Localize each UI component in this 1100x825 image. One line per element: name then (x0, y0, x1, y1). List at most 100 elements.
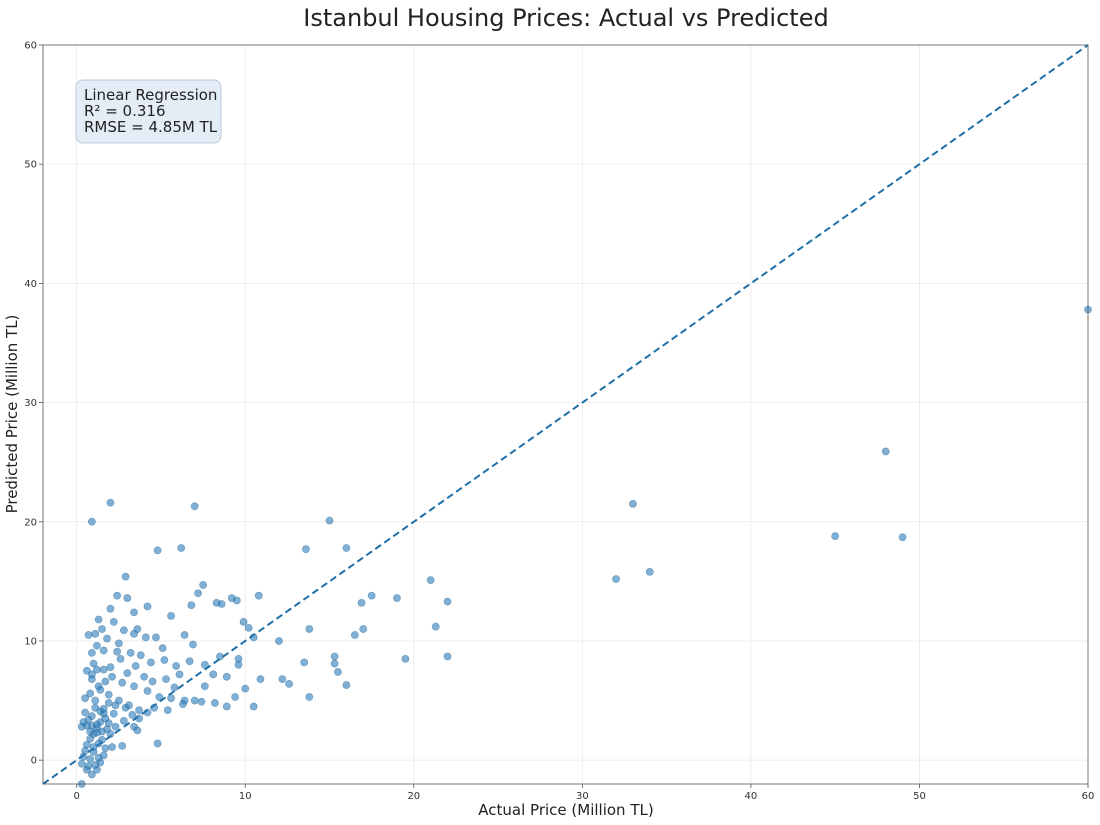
data-point-106 (133, 726, 142, 735)
data-point-90 (334, 668, 342, 676)
y-tick-label-0: 0 (31, 756, 37, 767)
data-point-93 (401, 654, 410, 663)
data-point-40 (94, 615, 103, 624)
data-point-23 (239, 617, 248, 626)
data-point-21 (275, 637, 283, 645)
x-tick-label-4: 40 (745, 791, 758, 802)
x-tick-label-0: 0 (74, 791, 80, 802)
data-point-160 (116, 654, 125, 663)
data-point-80 (211, 699, 219, 707)
data-point-7 (342, 544, 351, 552)
data-point-2 (153, 546, 162, 555)
data-point-28 (194, 589, 202, 598)
y-tick-label-2: 20 (24, 517, 37, 528)
data-point-81 (222, 702, 231, 711)
data-point-109 (111, 701, 120, 710)
data-point-110 (104, 699, 113, 707)
data-point-107 (128, 710, 137, 719)
data-point-172 (99, 646, 108, 655)
data-point-66 (108, 672, 117, 681)
data-point-55 (234, 660, 243, 669)
data-point-142 (86, 727, 95, 736)
data-point-108 (121, 703, 130, 712)
y-axis-ticks: 0 10 20 30 40 50 60 (24, 41, 43, 767)
y-tick-label-5: 50 (24, 160, 37, 171)
data-point-67 (99, 665, 108, 674)
data-point-125 (101, 744, 110, 753)
data-point-118 (79, 752, 88, 761)
y-tick-label-4: 40 (24, 279, 37, 290)
data-point-42 (91, 629, 100, 638)
data-point-65 (118, 678, 127, 687)
data-point-149 (99, 705, 108, 713)
x-axis-ticks: 0 10 20 30 40 50 60 (74, 784, 1094, 802)
data-point-59 (190, 696, 199, 705)
perfect-prediction-line (42, 44, 1089, 785)
data-point-76 (150, 703, 159, 712)
data-point-165 (162, 675, 170, 684)
data-point-87 (300, 658, 309, 667)
data-point-15 (426, 576, 435, 585)
data-point-159 (87, 670, 96, 679)
data-point-18 (359, 625, 368, 633)
data-point-26 (217, 600, 226, 608)
data-point-72 (104, 690, 113, 699)
data-point-82 (231, 693, 240, 701)
data-point-144 (93, 720, 101, 729)
data-point-0 (87, 517, 96, 526)
data-point-148 (87, 712, 96, 720)
data-point-57 (209, 670, 218, 679)
data-point-163 (140, 672, 149, 681)
data-point-17 (357, 598, 366, 607)
data-point-78 (178, 700, 187, 709)
data-point-130 (81, 708, 90, 717)
data-point-152 (91, 696, 100, 705)
data-point-36 (130, 608, 138, 617)
data-point-45 (114, 639, 123, 648)
metrics-model-name: Linear Regression (84, 86, 217, 104)
data-point-62 (155, 693, 164, 701)
data-point-56 (222, 672, 231, 681)
data-point-83 (241, 684, 250, 693)
data-point-44 (103, 634, 111, 643)
data-point-79 (197, 697, 206, 706)
data-point-43 (84, 631, 93, 639)
data-point-19 (350, 631, 359, 639)
data-point-8 (121, 572, 130, 581)
data-point-158 (93, 665, 101, 674)
data-point-104 (118, 741, 127, 750)
plot-frame (42, 44, 1089, 785)
data-point-50 (172, 662, 181, 670)
data-point-77 (163, 706, 172, 714)
data-point-95 (431, 622, 440, 631)
data-point-4 (190, 502, 199, 511)
data-point-147 (77, 722, 86, 731)
data-point-5 (325, 516, 334, 525)
data-point-49 (160, 656, 169, 664)
data-point-84 (256, 675, 265, 684)
x-tick-label-2: 20 (407, 791, 420, 802)
data-point-16 (443, 597, 452, 606)
data-point-99 (135, 714, 143, 723)
data-point-41 (98, 625, 106, 633)
data-point-91 (342, 681, 351, 689)
data-point-94 (443, 652, 452, 661)
y-tick-label-3: 30 (24, 398, 37, 409)
data-point-168 (120, 626, 128, 635)
data-point-47 (136, 651, 145, 660)
data-point-22 (249, 633, 258, 642)
data-point-105 (108, 743, 117, 751)
data-point-33 (158, 644, 167, 653)
data-point-1 (106, 498, 115, 507)
data-point-24 (244, 623, 253, 632)
data-point-101 (120, 716, 128, 725)
data-point-30 (167, 612, 175, 620)
data-point-137 (86, 755, 95, 763)
data-point-180 (881, 447, 890, 456)
data-point-138 (84, 762, 93, 771)
x-axis-label: Actual Price (Million TL) (478, 801, 653, 819)
data-point-162 (131, 662, 140, 670)
data-point-37 (123, 594, 132, 602)
x-tick-label-3: 30 (576, 791, 589, 802)
